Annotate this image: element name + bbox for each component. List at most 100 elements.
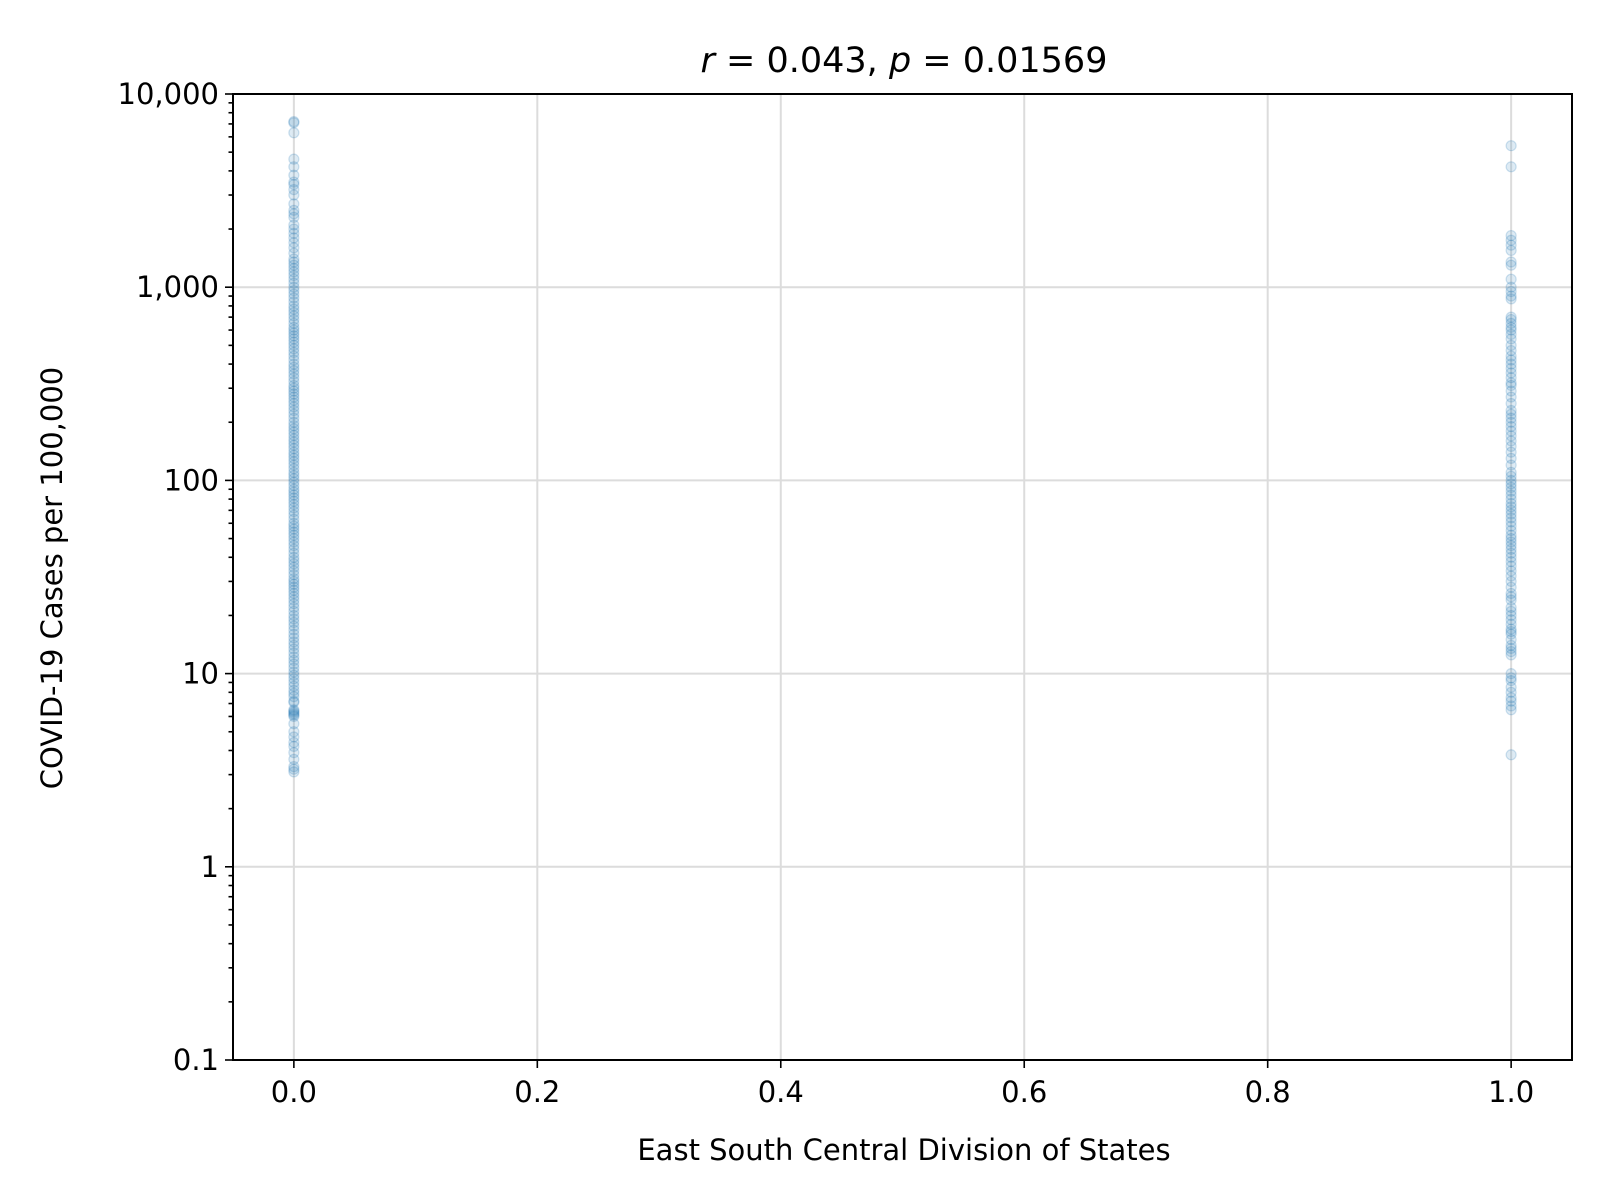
scatter-point (1505, 362, 1517, 374)
scatter-point (288, 704, 300, 716)
scatter-point (1505, 501, 1517, 513)
scatter-point (288, 526, 300, 538)
scatter-point (288, 296, 300, 308)
scatter-point (288, 509, 300, 521)
scatter-point (1505, 256, 1517, 268)
scatter-point (288, 127, 300, 139)
scatter-point (288, 643, 300, 655)
scatter-point (288, 658, 300, 670)
scatter-point (1505, 321, 1517, 333)
scatter-point (1505, 601, 1517, 614)
scatter-point (1505, 555, 1517, 568)
scatter-point (1505, 551, 1517, 563)
scatter-point (1505, 674, 1517, 687)
scatter-point (1505, 440, 1517, 452)
scatter-point (288, 333, 300, 345)
scatter-point (288, 439, 300, 451)
scatter-point (288, 416, 300, 428)
x-axis-label: East South Central Division of States (637, 1133, 1170, 1167)
scatter-points (288, 115, 1517, 778)
scatter-point (288, 324, 300, 336)
scatter-point (1505, 667, 1517, 680)
y-tick-label: 1 (201, 850, 219, 884)
scatter-point (288, 219, 300, 231)
x-tick-label: 0.6 (1001, 1075, 1047, 1109)
scatter-point (288, 691, 300, 703)
y-tick-label: 1,000 (136, 270, 219, 304)
scatter-point (288, 303, 300, 315)
scatter-point (1505, 625, 1517, 638)
plot-frame (232, 93, 1573, 1061)
scatter-point (1505, 493, 1517, 505)
scatter-point (288, 710, 300, 723)
scatter-point (288, 554, 300, 567)
scatter-point (288, 647, 300, 659)
scatter-point (288, 536, 300, 548)
scatter-point (288, 709, 300, 721)
scatter-point (288, 354, 300, 366)
scatter-point (288, 575, 300, 588)
scatter-point (288, 696, 300, 708)
scatter-point (288, 469, 300, 482)
scatter-point (1505, 591, 1517, 603)
scatter-point (1505, 565, 1517, 577)
scatter-point (1505, 339, 1517, 351)
scatter-point (288, 609, 300, 622)
scatter-point (1505, 391, 1517, 403)
scatter-point (288, 169, 300, 181)
scatter-point (288, 208, 300, 220)
scatter-point (288, 346, 300, 358)
scatter-point (288, 420, 300, 432)
scatter-point (1505, 560, 1517, 572)
scatter-point (288, 766, 300, 778)
scatter-point (1505, 244, 1517, 257)
scatter-point (288, 306, 300, 319)
scatter-point (288, 708, 300, 720)
scatter-point (1505, 333, 1517, 345)
scatter-point (288, 520, 300, 532)
scatter-point (288, 358, 300, 370)
y-axis-label: COVID-19 Cases per 100,000 (35, 367, 69, 789)
scatter-point (1505, 512, 1517, 524)
scatter-point (1505, 446, 1517, 458)
scatter-point (1505, 239, 1517, 251)
scatter-point (288, 223, 300, 235)
y-tick-label: 10 (182, 657, 219, 691)
scatter-point (1505, 372, 1517, 384)
scatter-point (288, 350, 300, 362)
scatter-point (288, 687, 300, 699)
scatter-point (288, 211, 300, 223)
scatter-point (1505, 681, 1517, 693)
scatter-point (288, 706, 300, 718)
scatter-point (288, 620, 300, 632)
scatter-point (1505, 474, 1517, 486)
x-tick-label: 0.4 (758, 1075, 804, 1109)
x-axis-ticks: 0.0 0.2 0.4 0.6 0.8 1.0 (271, 1060, 1534, 1109)
scatter-point (288, 761, 300, 773)
scatter-point (288, 256, 300, 268)
scatter-point (288, 310, 300, 322)
scatter-point (1505, 313, 1517, 326)
scatter-point (288, 676, 300, 689)
y-tick-label: 10,000 (118, 77, 219, 111)
scatter-point (1505, 311, 1517, 323)
scatter-point (1505, 435, 1517, 447)
scatter-point (288, 669, 300, 681)
scatter-point (1505, 547, 1517, 559)
scatter-point (288, 204, 300, 216)
scatter-point (288, 232, 300, 244)
scatter-point (1505, 581, 1517, 593)
scatter-point (288, 763, 300, 775)
x-tick-label: 0.8 (1245, 1075, 1291, 1109)
scatter-point (288, 227, 300, 239)
scatter-point (288, 339, 300, 351)
scatter-point (288, 726, 300, 738)
scatter-point (1505, 587, 1517, 600)
scatter-point (1505, 575, 1517, 588)
scatter-point (288, 523, 300, 535)
scatter-point (288, 636, 300, 648)
scatter-point (1505, 354, 1517, 366)
scatter-point (288, 598, 300, 610)
scatter-point (1505, 234, 1517, 246)
scatter-point (288, 584, 300, 596)
